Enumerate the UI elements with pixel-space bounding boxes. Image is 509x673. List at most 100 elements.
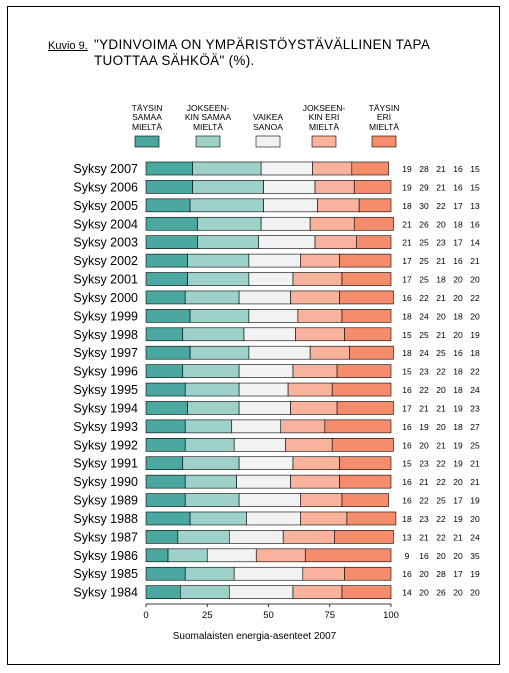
bar-segment: [341, 493, 389, 507]
category-label: Syksy 2001: [73, 273, 138, 287]
data-label: 22: [470, 367, 480, 377]
data-label: 18: [402, 514, 412, 524]
bar-segment: [292, 456, 340, 471]
source-note: Suomalaisten energia-asenteet 2007: [172, 631, 337, 642]
category-label: Syksy 2005: [73, 199, 138, 213]
data-label: 21: [470, 459, 480, 469]
bar-segment: [182, 364, 240, 378]
bar-segment: [260, 216, 311, 231]
category-label: Syksy 1984: [73, 586, 138, 600]
bar-segment: [182, 327, 245, 342]
category-label: Syksy 1996: [73, 365, 138, 379]
data-label: 26: [436, 588, 446, 598]
bar-segment: [309, 345, 350, 360]
bar-segment: [331, 382, 392, 397]
category-label: Syksy 1985: [73, 567, 138, 581]
bar-segment: [324, 419, 392, 434]
bar-segment: [177, 530, 230, 544]
category-label: Syksy 1987: [73, 530, 138, 544]
category-label: Syksy 1993: [73, 420, 138, 434]
legend-swatch: [195, 135, 221, 148]
bar-segment: [192, 180, 264, 194]
bar-segment: [184, 437, 235, 452]
bar-segment: [145, 290, 186, 305]
data-label: 22: [436, 201, 446, 211]
data-label: 16: [453, 256, 463, 266]
bar-segment: [312, 161, 353, 176]
bar-segment: [339, 253, 392, 268]
data-label: 20: [436, 551, 446, 561]
data-label: 15: [402, 330, 412, 340]
bar-segment: [189, 198, 264, 213]
bar-segment: [341, 272, 392, 286]
bar-segment: [238, 364, 294, 378]
data-label: 18: [453, 422, 463, 432]
bar-segment: [304, 548, 392, 563]
bar-segment: [292, 585, 343, 599]
data-label: 25: [419, 256, 429, 266]
data-label: 16: [402, 440, 412, 450]
bar-segment: [285, 437, 333, 452]
figure-frame: [7, 6, 500, 665]
data-label: 14: [402, 588, 412, 598]
data-label: 17: [453, 496, 463, 506]
bar-segment: [300, 253, 340, 268]
bar-segment: [356, 235, 392, 249]
figure-label: Kuvio 9.: [48, 40, 88, 52]
bar-segment: [145, 180, 193, 194]
bar-segment: [231, 419, 282, 434]
bar-segment: [187, 253, 250, 268]
data-label: 16: [402, 293, 412, 303]
bar-segment: [229, 585, 294, 599]
data-label: 16: [402, 385, 412, 395]
bar-segment: [314, 180, 355, 194]
data-label: 25: [419, 275, 429, 285]
data-label: 18: [402, 201, 412, 211]
category-label: Syksy 2007: [73, 162, 138, 176]
data-label: 28: [436, 569, 446, 579]
bar-segment: [292, 272, 343, 286]
x-tick-label: 25: [202, 610, 213, 621]
data-label: 21: [470, 256, 480, 266]
data-label: 25: [470, 440, 480, 450]
bar-segment: [145, 253, 188, 268]
category-label: Syksy 1989: [73, 494, 138, 508]
bar-segment: [255, 548, 306, 563]
chart-title: "YDINVOIMA ON YMPÄRISTÖYSTÄVÄLLINEN TAPA…: [94, 37, 431, 68]
data-label: 19: [453, 403, 463, 413]
data-label: 16: [419, 551, 429, 561]
data-label: 21: [402, 219, 412, 229]
data-label: 21: [453, 532, 463, 542]
bar-segment: [238, 290, 291, 305]
category-label: Syksy 2003: [73, 236, 138, 250]
data-label: 19: [402, 182, 412, 192]
data-label: 21: [470, 477, 480, 487]
data-label: 22: [436, 532, 446, 542]
x-tick-label: 50: [263, 610, 274, 621]
data-label: 16: [402, 477, 412, 487]
category-label: Syksy 2004: [73, 217, 138, 231]
legend-label: JOKSEEN- KIN SAMAA MIELTÄ: [184, 102, 232, 132]
legend-label: TÄYSIN ERI MIELTÄ: [368, 102, 400, 132]
data-label: 20: [436, 311, 446, 321]
bar-segment: [302, 566, 345, 581]
data-label: 13: [470, 201, 480, 211]
x-tick-label: 0: [143, 610, 148, 621]
bar-segment: [243, 327, 296, 342]
bar-segment: [263, 198, 318, 213]
data-label: 17: [453, 238, 463, 248]
bar-segment: [248, 253, 301, 268]
bar-segment: [287, 382, 333, 397]
bar-segment: [145, 309, 191, 323]
bar-segment: [238, 456, 294, 471]
bar-segment: [309, 216, 355, 231]
data-label: 24: [419, 311, 429, 321]
data-label: 15: [470, 182, 480, 192]
bar-segment: [184, 419, 233, 434]
data-label: 13: [402, 532, 412, 542]
data-label: 19: [470, 569, 480, 579]
category-label: Syksy 1986: [73, 549, 138, 563]
bar-segment: [349, 345, 394, 360]
bar-segment: [145, 511, 191, 526]
data-label: 21: [436, 256, 446, 266]
